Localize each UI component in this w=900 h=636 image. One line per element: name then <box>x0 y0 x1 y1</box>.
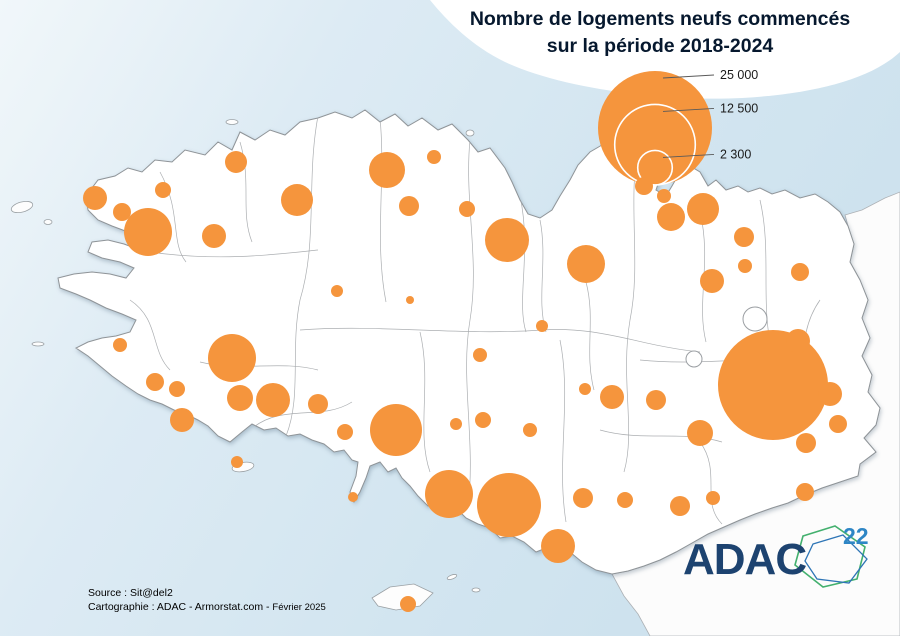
map-bubble <box>227 385 253 411</box>
map-bubble <box>113 338 127 352</box>
map-bubble <box>450 418 462 430</box>
map-bubble <box>617 492 633 508</box>
adac-logo-canvas: ADAC 22 <box>683 523 869 588</box>
map-bubble <box>425 470 473 518</box>
title-background-blob <box>430 0 900 99</box>
island-hoedic <box>471 587 481 593</box>
map-bubble <box>796 433 816 453</box>
map-bubble <box>113 203 131 221</box>
map-bubble <box>256 383 290 417</box>
map-bubble <box>700 269 724 293</box>
map-bubble <box>231 456 243 468</box>
map-bubble <box>370 404 422 456</box>
map-bubble <box>427 150 441 164</box>
map-bubble <box>657 203 685 231</box>
map-bubble <box>225 151 247 173</box>
source-line: Source : Sit@del2 <box>88 587 173 599</box>
map-bubble <box>818 382 842 406</box>
map-bubble <box>155 182 171 198</box>
island-houat <box>446 574 458 580</box>
island-molene <box>43 219 53 225</box>
map-bubble <box>738 259 752 273</box>
map-bubble <box>646 390 666 410</box>
map-bubble <box>536 320 548 332</box>
map-bubble <box>475 412 491 428</box>
map-bubble <box>706 491 720 505</box>
legend-leader-line <box>662 153 715 158</box>
legend-label: 12 500 <box>720 101 758 115</box>
map-bubble <box>685 350 703 368</box>
legend-circle <box>636 149 674 186</box>
map-bubble <box>170 408 194 432</box>
map-bubble <box>579 383 591 395</box>
map-bubble <box>331 285 343 297</box>
map-bubble <box>369 152 405 188</box>
map-bubble <box>124 208 172 256</box>
adac-logo: ADAC 22 <box>683 520 893 598</box>
legend-label: 2 300 <box>720 147 751 161</box>
map-bubble <box>687 193 719 225</box>
map-bubble <box>208 334 256 382</box>
bubbles-layer <box>83 150 847 612</box>
map-bubble <box>406 296 414 304</box>
map-bubble <box>796 483 814 501</box>
map-bubble <box>829 415 847 433</box>
island-belle-ile <box>371 583 434 611</box>
map-bubble <box>734 227 754 247</box>
legend-leader-line <box>662 74 715 79</box>
legend-leader-line <box>662 107 715 112</box>
map-bubble <box>687 420 713 446</box>
map-bubble <box>400 596 416 612</box>
map-bubble <box>635 177 653 195</box>
logo-number: 22 <box>843 523 869 549</box>
logo-text: ADAC <box>683 535 806 584</box>
map-title: Nombre de logements neufs commencés sur … <box>420 6 900 60</box>
map-bubble <box>786 329 810 353</box>
legend-label: 25 000 <box>720 68 758 82</box>
map-bubble <box>308 394 328 414</box>
cartography-text: Cartographie : ADAC - Armorstat.com - <box>88 601 273 613</box>
island-sein <box>31 341 45 347</box>
map-title-line2: sur la période 2018-2024 <box>546 35 774 57</box>
map-bubble <box>459 201 475 217</box>
island-brehat <box>465 129 475 137</box>
legend: 25 000 12 500 2 300 <box>598 68 758 186</box>
map-bubble <box>281 184 313 216</box>
map-bubble <box>348 492 358 502</box>
map-bubble <box>202 224 226 248</box>
map-title-line1: Nombre de logements neufs commencés <box>469 8 851 30</box>
map-bubble <box>600 385 624 409</box>
map-bubble <box>567 245 605 283</box>
map-bubble <box>541 529 575 563</box>
source-credits: Source : Sit@del2 Cartographie : ADAC - … <box>88 586 326 615</box>
map-bubble <box>718 330 828 440</box>
map-bubble <box>657 189 671 203</box>
cartography-date: Février 2025 <box>272 602 326 613</box>
map-bubble <box>146 373 164 391</box>
map-bubble <box>83 186 107 210</box>
map-bubble <box>670 496 690 516</box>
map-bubble <box>477 473 541 537</box>
map-bubble <box>523 423 537 437</box>
island-ouessant <box>10 200 34 214</box>
map-bubble <box>573 488 593 508</box>
map-bubble <box>473 348 487 362</box>
island-batz <box>225 119 239 125</box>
map-bubble <box>742 306 768 332</box>
map-bubble <box>485 218 529 262</box>
map-bubble <box>169 381 185 397</box>
map-bubble <box>337 424 353 440</box>
map-bubble <box>791 263 809 281</box>
cartography-line: Cartographie : ADAC - Armorstat.com - Fé… <box>88 600 326 615</box>
legend-circle <box>598 71 712 185</box>
map-bubble <box>399 196 419 216</box>
logo-geometric-shape <box>794 525 868 588</box>
